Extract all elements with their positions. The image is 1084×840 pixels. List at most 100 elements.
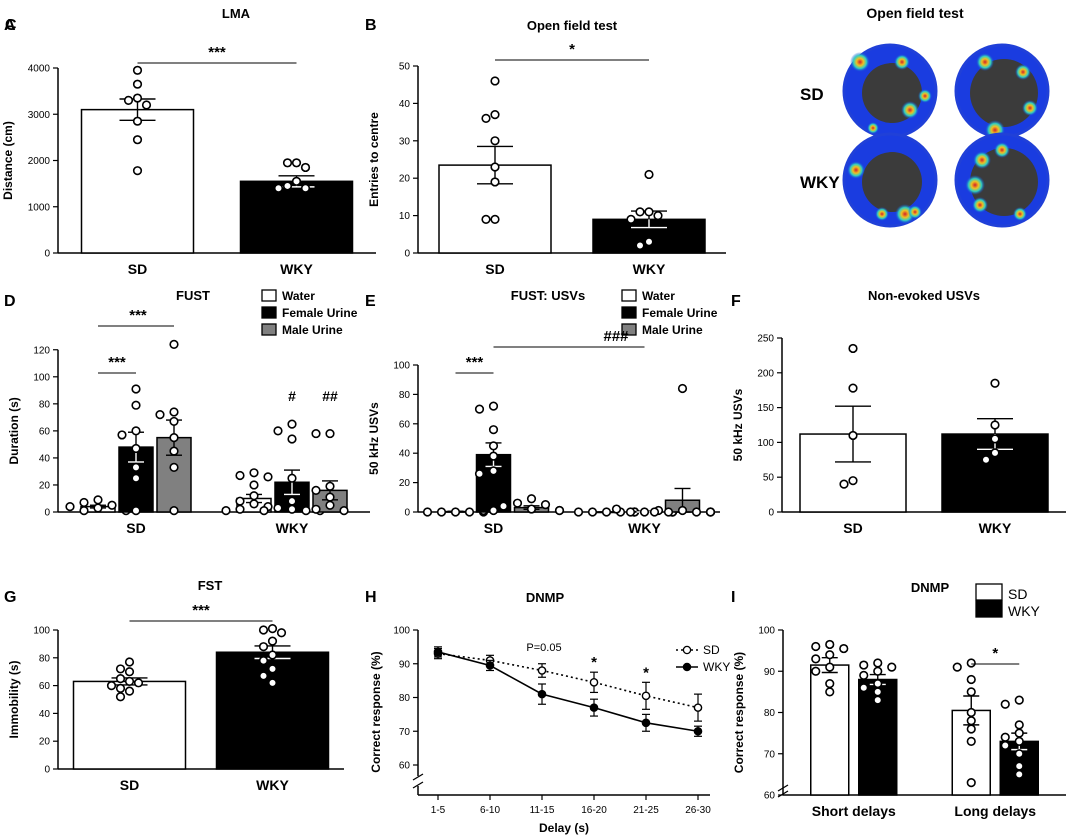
data-point: [966, 724, 976, 734]
data-point: [1000, 699, 1010, 709]
x-tick-label: WKY: [276, 520, 309, 536]
arena-row-label: WKY: [800, 173, 840, 192]
data-point: [436, 507, 447, 517]
heat-spot: [1015, 64, 1031, 80]
data-point: [537, 689, 547, 699]
y-axis-label: Duration (s): [7, 397, 21, 464]
data-point: [169, 446, 179, 456]
panel-h: H DNMP 60 70 80 90 100 Correct response (%) 1-5 6…: [365, 589, 730, 835]
data-point: [481, 214, 491, 224]
data-point: [258, 642, 269, 652]
data-point: [132, 116, 143, 126]
y-tick-label: 80: [399, 390, 411, 401]
panel-title: DNMP: [526, 590, 565, 605]
bar: [80, 108, 195, 254]
data-point: [235, 496, 245, 506]
panel-title: FUST: [176, 288, 210, 303]
legend-marker: [682, 645, 692, 655]
data-point: [464, 507, 475, 517]
data-point: [1014, 769, 1024, 779]
heat-spot: [847, 161, 865, 179]
data-point: [291, 176, 302, 186]
data-point: [677, 383, 688, 394]
y-axis-label: Correct response (%): [732, 652, 746, 773]
data-point: [273, 183, 284, 193]
data-point: [221, 506, 231, 516]
data-point: [873, 679, 883, 689]
heat-spot: [875, 207, 889, 221]
data-point: [249, 468, 259, 478]
legend-label: Water: [642, 289, 675, 303]
x-tick-label: 11-15: [530, 805, 555, 816]
heat-spot: [908, 205, 922, 219]
legend-label: Female Urine: [282, 306, 358, 320]
panel-title: DNMP: [911, 580, 950, 595]
data-point: [450, 507, 461, 517]
data-point: [235, 504, 245, 514]
data-point: [488, 466, 499, 476]
legend-swatch: [621, 323, 637, 336]
data-point: [1014, 695, 1024, 705]
legend-swatch: [975, 600, 1003, 618]
data-point: [339, 506, 349, 516]
y-tick-label: 60: [399, 419, 411, 430]
panel-b: B Open field test 0 10 20 30 40 50 Entries to ce…: [365, 17, 726, 277]
data-point: [526, 494, 537, 504]
data-point: [540, 500, 551, 510]
data-point: [589, 678, 599, 687]
y-tick-label: 60: [399, 761, 411, 772]
data-point: [485, 661, 495, 670]
panel-a: A LMA 0 1000 2000 3000 4000 Distance (cm) SD WKY *…: [1, 6, 376, 277]
y-tick-label: 20: [39, 480, 51, 491]
panel-letter: E: [365, 293, 376, 310]
panel-title: Non-evoked USVs: [868, 288, 980, 303]
data-point: [291, 158, 302, 168]
data-point: [131, 400, 141, 410]
legend-label: SD: [703, 643, 720, 657]
data-point: [1000, 740, 1010, 751]
data-point: [133, 678, 144, 688]
panel-letter: B: [365, 17, 377, 34]
panel-f: F Non-evoked USVs 0 50 100 150 200 250 50 kHz US…: [731, 288, 1066, 536]
data-point: [300, 183, 311, 193]
data-point: [263, 472, 273, 482]
bar: [239, 180, 354, 254]
data-point: [990, 448, 1000, 458]
legend-marker: [682, 662, 692, 672]
x-tick-label: WKY: [979, 520, 1012, 536]
x-tick-label: SD: [485, 261, 504, 277]
data-point: [691, 507, 702, 517]
data-point: [839, 479, 849, 489]
data-point: [693, 726, 703, 736]
y-tick-label: 100: [33, 372, 50, 383]
data-point: [311, 485, 321, 495]
y-axis-label: 50 kHz USVs: [367, 402, 381, 475]
heat-spot: [1022, 100, 1038, 116]
data-point: [474, 404, 485, 414]
data-point: [287, 473, 297, 483]
y-tick-label: 40: [399, 99, 411, 110]
data-point: [677, 505, 688, 516]
panel-e: E FUST: USVs 0 20 40 60 80 100 50 kHz USVs SD WKY W…: [365, 288, 720, 536]
data-point: [115, 674, 126, 684]
x-tick-label: SD: [120, 777, 139, 793]
y-tick-label: 200: [757, 368, 774, 379]
y-tick-label: 0: [44, 249, 50, 260]
data-point: [498, 501, 509, 511]
data-point: [811, 641, 821, 652]
data-point: [825, 687, 835, 697]
panel-title: FST: [198, 578, 223, 593]
data-point: [325, 428, 335, 439]
panel-title: FUST: USVs: [511, 288, 585, 303]
data-point: [811, 666, 821, 676]
data-point: [490, 136, 500, 146]
x-tick-label: SD: [843, 520, 862, 536]
y-tick-label: 100: [33, 626, 50, 637]
data-point: [611, 504, 622, 514]
data-point: [131, 443, 141, 454]
data-point: [644, 237, 654, 247]
data-point: [990, 420, 1000, 430]
heat-spot: [850, 52, 870, 72]
data-point: [433, 647, 443, 657]
data-point: [649, 507, 660, 517]
